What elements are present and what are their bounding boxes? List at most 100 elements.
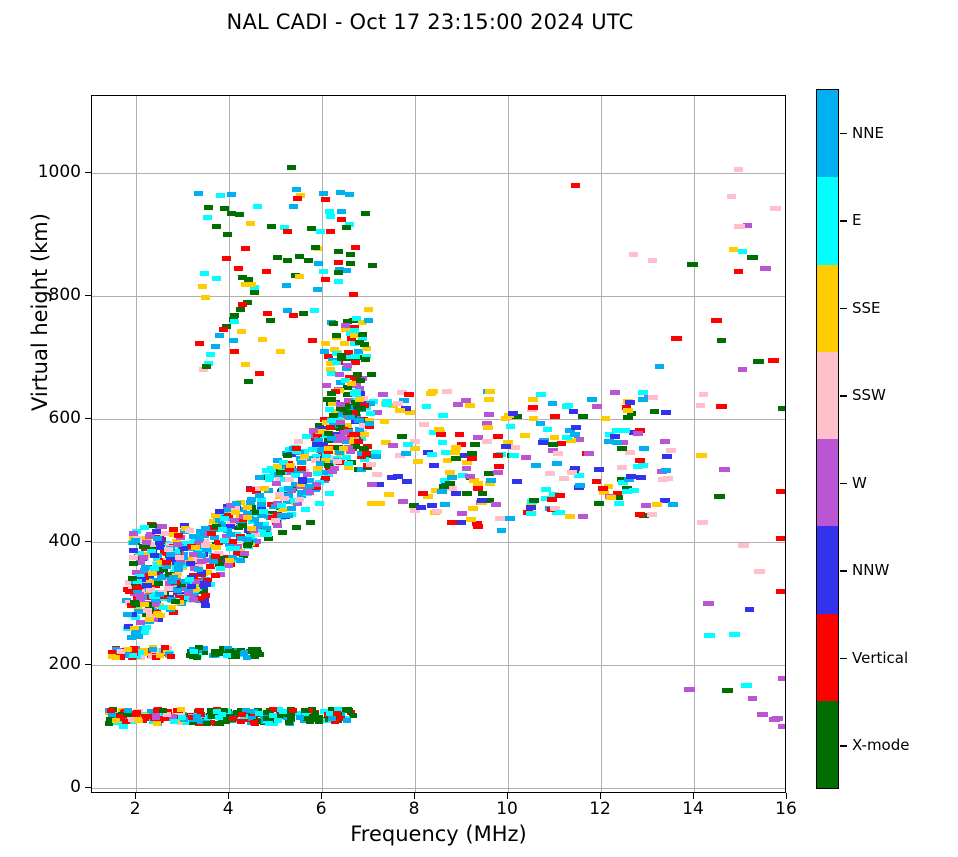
- echo-mark: [654, 364, 664, 370]
- echo-mark: [320, 349, 330, 355]
- colorbar-segment-sse[interactable]: [817, 264, 838, 352]
- echo-mark: [482, 425, 493, 431]
- echo-mark: [128, 716, 137, 722]
- echo-mark: [212, 708, 221, 714]
- echo-mark: [637, 463, 648, 469]
- echo-mark: [665, 447, 676, 453]
- echo-mark: [243, 379, 253, 385]
- echo-mark: [268, 706, 277, 712]
- echo-mark: [343, 444, 353, 450]
- echo-mark: [142, 607, 152, 613]
- colorbar-segment-vertical[interactable]: [817, 613, 838, 701]
- echo-mark: [164, 547, 174, 553]
- echo-mark: [177, 706, 186, 712]
- echo-mark: [741, 682, 753, 688]
- echo-mark: [467, 455, 478, 461]
- echo-mark: [290, 472, 300, 478]
- echo-mark: [574, 436, 585, 442]
- echo-mark: [169, 718, 178, 724]
- echo-mark: [343, 398, 353, 404]
- colorbar-segment-w[interactable]: [817, 439, 838, 527]
- echo-mark: [465, 517, 476, 522]
- echo-mark: [129, 646, 138, 652]
- echo-mark: [511, 414, 522, 420]
- y-tick-mark: [85, 171, 91, 173]
- echo-mark: [350, 341, 360, 347]
- colorbar-segment-nne[interactable]: [817, 90, 838, 178]
- echo-mark: [112, 647, 121, 653]
- echo-mark: [557, 440, 567, 446]
- echo-mark: [358, 319, 368, 325]
- echo-mark: [550, 434, 560, 440]
- echo-mark: [373, 410, 383, 416]
- colorbar-tick: [840, 220, 847, 222]
- echo-mark: [267, 510, 277, 516]
- echo-mark: [565, 438, 576, 443]
- echo-mark: [216, 556, 226, 562]
- echo-mark: [289, 204, 299, 210]
- echo-mark: [263, 716, 272, 722]
- echo-mark: [278, 530, 288, 536]
- echo-mark: [717, 337, 727, 343]
- echo-mark: [153, 578, 163, 584]
- echo-mark: [219, 646, 228, 652]
- echo-mark: [295, 497, 305, 503]
- echo-mark: [318, 268, 328, 274]
- echo-mark: [341, 268, 351, 274]
- echo-mark: [237, 536, 247, 542]
- echo-mark: [613, 494, 624, 500]
- echo-mark: [340, 340, 350, 346]
- echo-mark: [152, 562, 162, 568]
- echo-mark: [349, 440, 359, 446]
- echo-mark: [356, 377, 366, 383]
- echo-mark: [192, 714, 201, 720]
- x-tick-label: 6: [315, 799, 327, 819]
- echo-mark: [192, 579, 202, 585]
- echo-mark: [334, 424, 344, 430]
- echo-mark: [213, 540, 223, 546]
- echo-mark: [547, 400, 557, 406]
- echo-mark: [529, 416, 539, 422]
- echo-mark: [714, 493, 726, 499]
- echo-mark: [456, 520, 467, 526]
- echo-mark: [347, 381, 357, 387]
- echo-mark: [175, 554, 185, 560]
- echo-mark: [299, 453, 309, 459]
- echo-mark: [262, 531, 272, 537]
- y-tick-label: 0: [70, 776, 81, 797]
- echo-mark: [160, 574, 170, 580]
- echo-mark: [292, 195, 302, 201]
- colorbar-segment-nnw[interactable]: [817, 526, 838, 614]
- echo-mark: [351, 399, 361, 405]
- echo-mark: [333, 458, 343, 464]
- echo-mark: [359, 417, 369, 423]
- colorbar-segment-e[interactable]: [817, 177, 838, 265]
- echo-mark: [301, 433, 311, 439]
- echo-mark: [312, 485, 322, 491]
- y-tick-mark: [85, 663, 91, 665]
- colorbar-segment-ssw[interactable]: [817, 351, 838, 439]
- echo-mark: [567, 469, 578, 475]
- echo-mark: [444, 470, 455, 476]
- echo-mark: [156, 545, 166, 551]
- echo-mark: [139, 524, 149, 530]
- colorbar-label-nne: NNE: [852, 123, 884, 142]
- echo-mark: [236, 306, 246, 312]
- colorbar-label-ssw: SSW: [852, 386, 886, 405]
- echo-mark: [206, 351, 216, 357]
- echo-mark: [325, 361, 335, 367]
- echo-mark: [171, 552, 181, 558]
- echo-mark: [160, 531, 170, 537]
- echo-mark: [282, 499, 292, 505]
- echo-mark: [203, 361, 213, 366]
- echo-mark: [238, 518, 248, 524]
- echo-mark: [179, 545, 189, 551]
- colorbar-segment-x-mode[interactable]: [817, 700, 838, 788]
- echo-mark: [354, 386, 364, 392]
- echo-mark: [193, 555, 203, 561]
- echo-mark: [255, 371, 265, 377]
- echo-mark: [398, 398, 409, 404]
- echo-mark: [276, 512, 286, 518]
- page-title: NAL CADI - Oct 17 23:15:00 2024 UTC: [226, 10, 634, 34]
- echo-mark: [227, 210, 237, 216]
